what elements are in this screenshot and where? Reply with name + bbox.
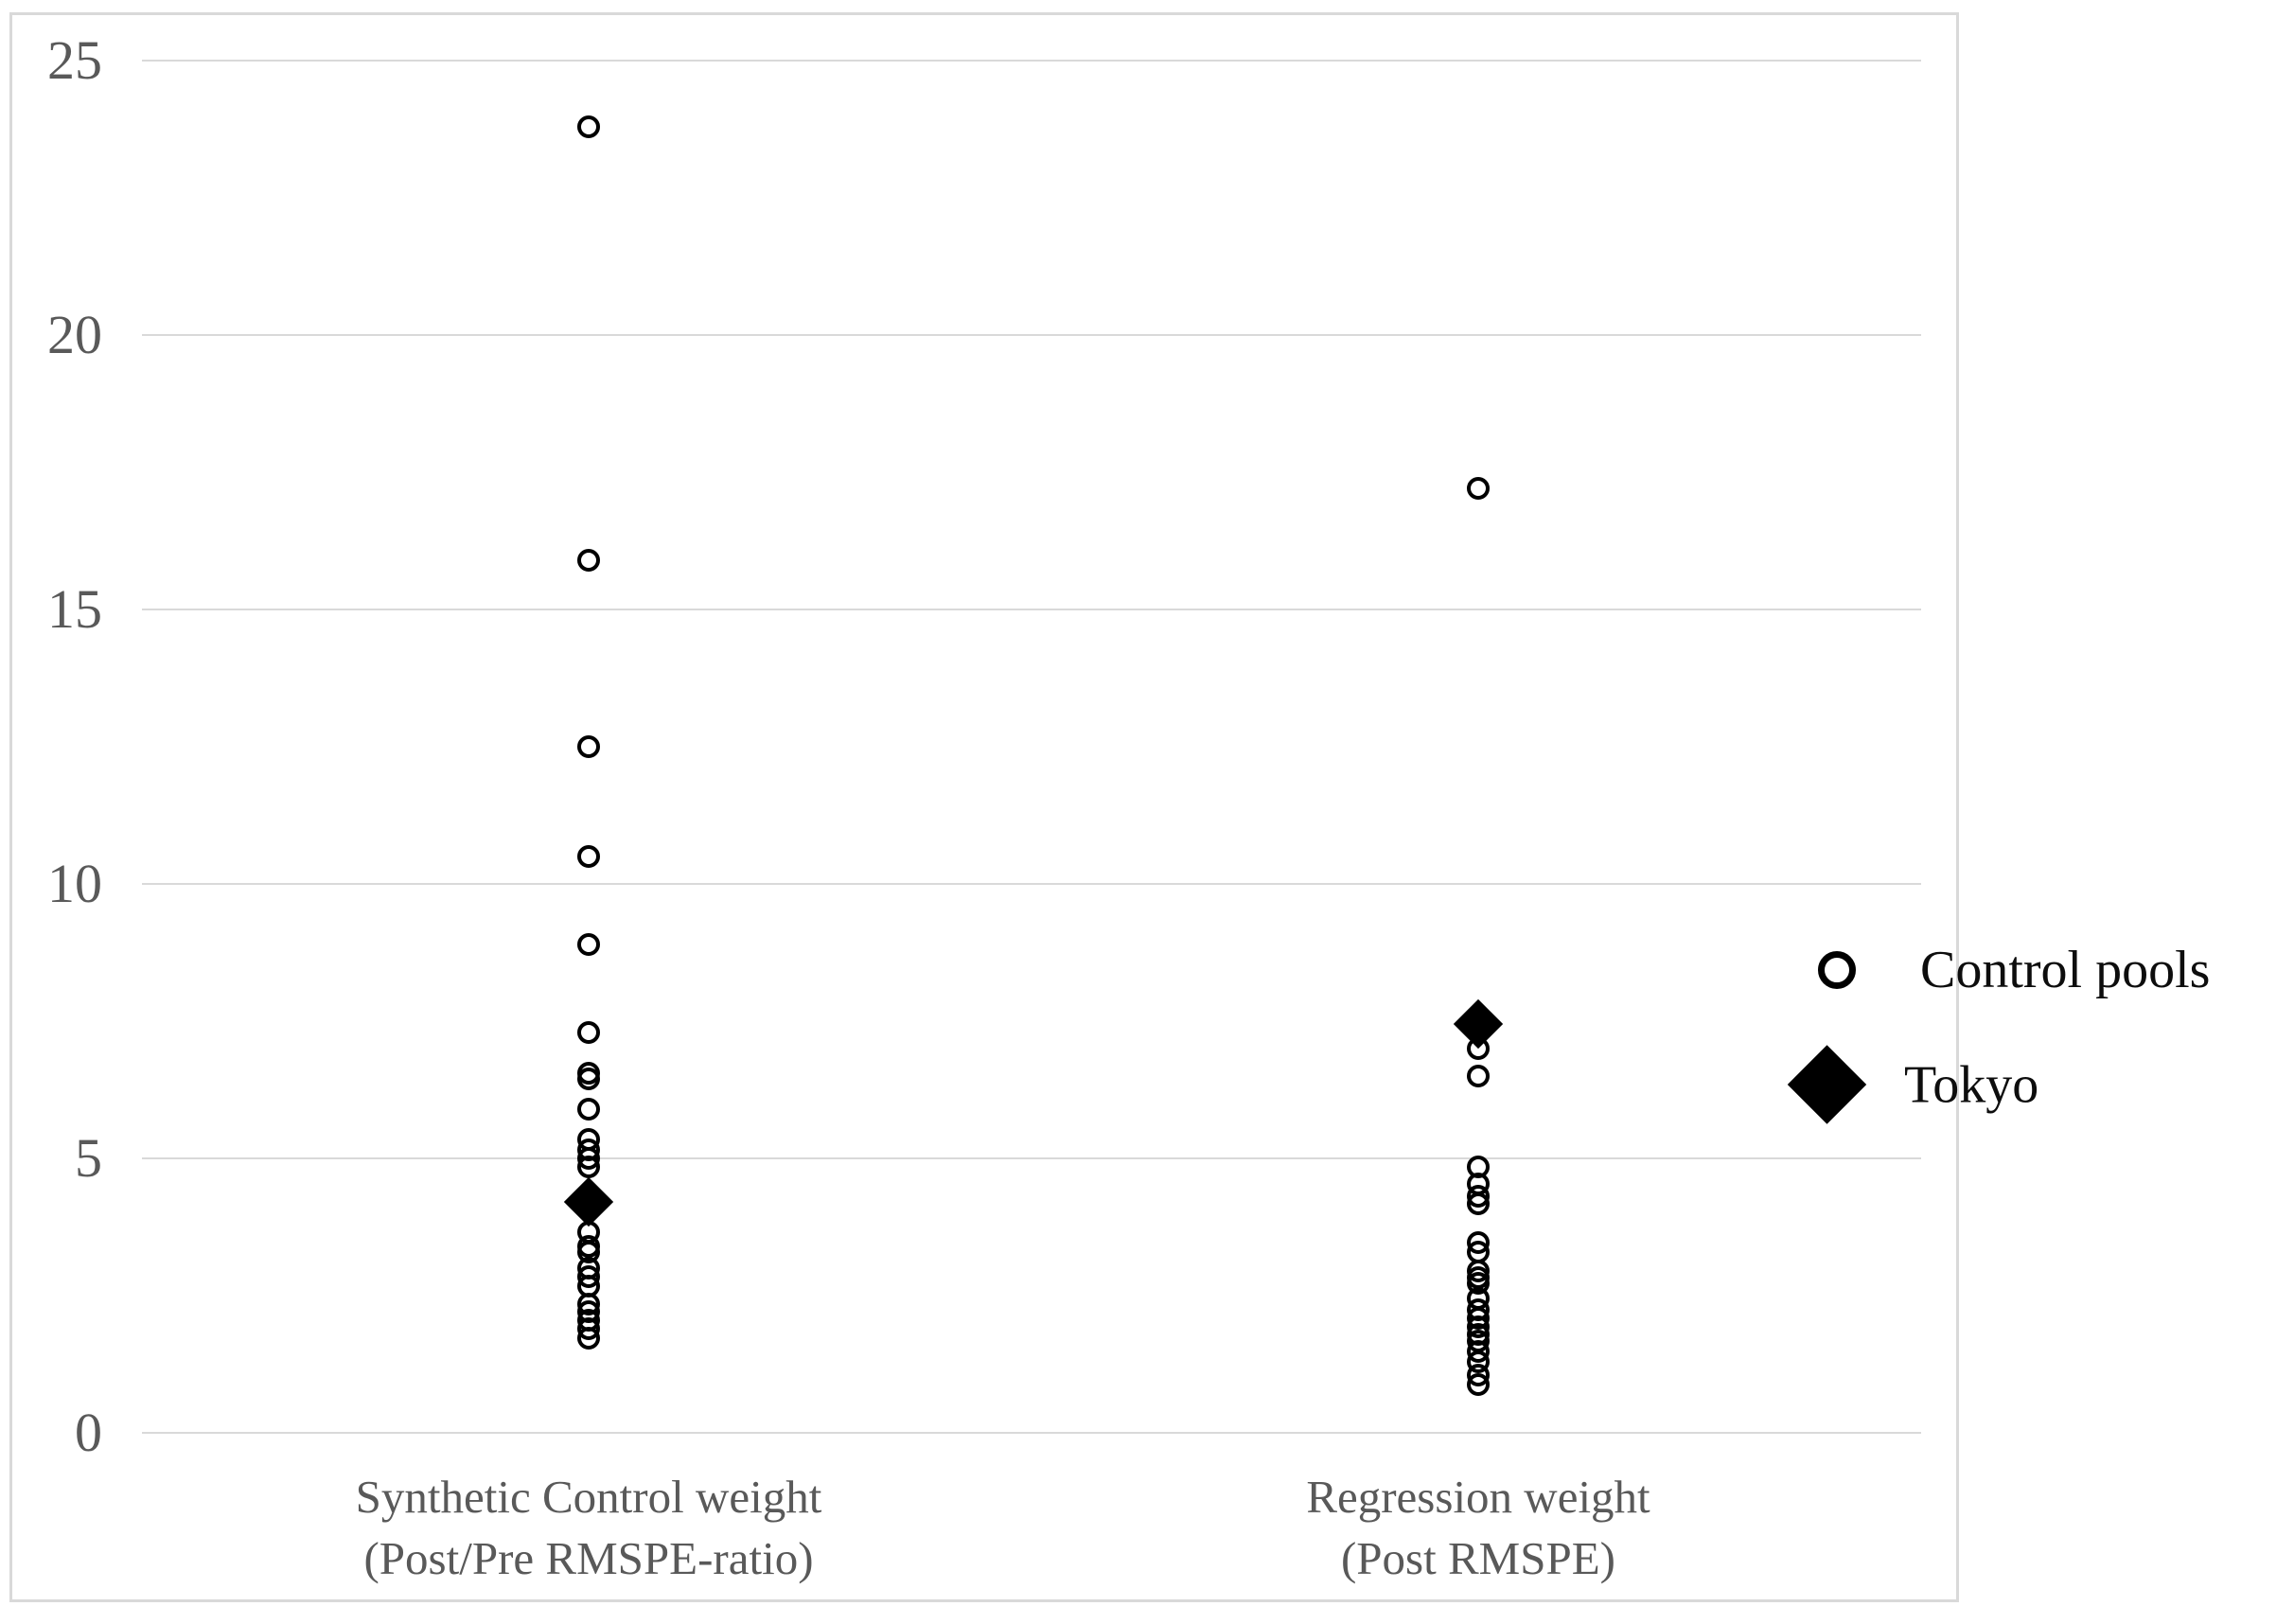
legend-label: Tokyo bbox=[1904, 1055, 2039, 1114]
control-pool-point bbox=[577, 932, 600, 956]
control-pool-point bbox=[577, 548, 600, 572]
control-pool-point bbox=[577, 1067, 600, 1090]
y-tick-label: 0 bbox=[75, 1402, 102, 1463]
category-label-synthetic-control: Synthetic Control weight (Post/Pre RMSPE… bbox=[229, 1467, 948, 1589]
y-tick-label: 15 bbox=[47, 578, 102, 640]
control-pool-point bbox=[1467, 477, 1490, 501]
y-gridline bbox=[142, 334, 1921, 336]
y-tick-label: 25 bbox=[47, 29, 102, 91]
y-tick-label: 5 bbox=[75, 1127, 102, 1189]
y-gridline bbox=[142, 1432, 1921, 1434]
category-label-line2: (Post/Pre RMSPE-ratio) bbox=[363, 1531, 814, 1584]
control-pool-point bbox=[577, 845, 600, 868]
control-pool-point bbox=[577, 735, 600, 758]
y-gridline bbox=[142, 60, 1921, 62]
legend-label: Control pools bbox=[1920, 941, 2211, 999]
control-pool-point bbox=[577, 1327, 600, 1350]
filled-diamond-legend-icon bbox=[1787, 1045, 1867, 1124]
control-pool-point bbox=[577, 1020, 600, 1044]
control-pool-point bbox=[1467, 1192, 1490, 1216]
y-gridline bbox=[142, 883, 1921, 885]
control-pool-point bbox=[1467, 1065, 1490, 1087]
y-gridline bbox=[142, 609, 1921, 610]
category-label-regression: Regression weight (Post RMSPE) bbox=[1119, 1467, 1838, 1589]
category-label-line2: (Post RMSPE) bbox=[1340, 1531, 1615, 1584]
y-tick-label: 10 bbox=[47, 853, 102, 914]
control-pool-point bbox=[1467, 1372, 1490, 1396]
y-tick-label: 20 bbox=[47, 304, 102, 365]
control-pool-point bbox=[577, 1097, 600, 1121]
control-pool-point bbox=[577, 115, 600, 138]
control-pool-point bbox=[577, 1155, 600, 1178]
open-circle-legend-icon bbox=[1818, 951, 1856, 989]
legend-item-control-pools: Control pools bbox=[1818, 944, 2210, 997]
legend-item-tokyo: Tokyo bbox=[1787, 1045, 2039, 1124]
chart-area-border bbox=[9, 12, 1959, 1602]
y-gridline bbox=[142, 1157, 1921, 1159]
category-label-line1: Regression weight bbox=[1306, 1471, 1650, 1523]
category-label-line1: Synthetic Control weight bbox=[355, 1471, 822, 1523]
